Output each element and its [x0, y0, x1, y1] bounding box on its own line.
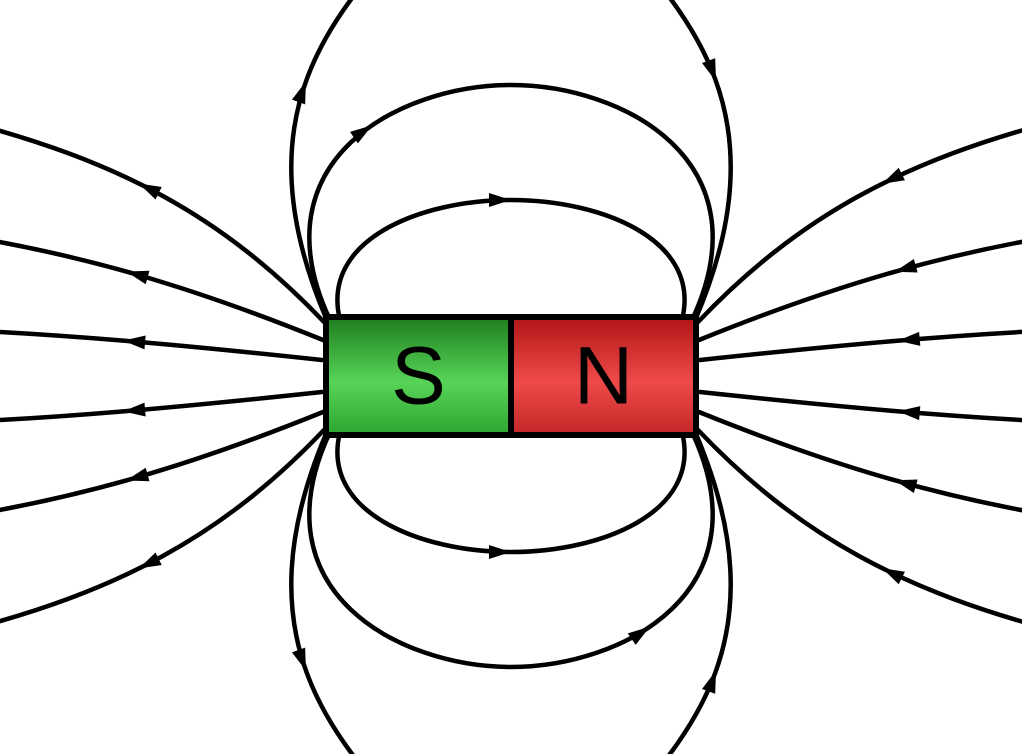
field-arrow [489, 545, 511, 559]
magnet-diagram: SN [0, 0, 1022, 754]
field-arrow [702, 58, 723, 83]
field-line-nt3 [700, 330, 1022, 360]
field-line-st1 [0, 120, 324, 322]
field-arrow [123, 334, 146, 350]
field-arrow [136, 177, 162, 199]
field-line-st2 [0, 235, 323, 340]
field-line-t3 [291, 0, 420, 318]
field-line-t2 [309, 85, 712, 320]
field-line-b1 [337, 432, 684, 552]
field-line-t3r [602, 0, 731, 318]
field-arrow [292, 79, 313, 104]
field-line-nb1 [698, 430, 1022, 632]
field-line-nb3 [700, 392, 1022, 422]
field-arrow [893, 259, 918, 278]
field-line-nb2 [699, 412, 1022, 517]
bar-magnet: SN [326, 317, 696, 435]
field-arrow [897, 332, 920, 348]
field-arrow [893, 473, 918, 492]
field-arrow [123, 403, 146, 419]
field-line-b3r [602, 434, 731, 754]
field-line-nt2 [699, 235, 1022, 340]
field-arrow [897, 404, 920, 420]
field-line-t1 [337, 200, 684, 320]
field-arrow [879, 168, 905, 190]
pole-label: N [574, 331, 633, 422]
field-arrow [879, 562, 905, 584]
field-line-b3 [291, 434, 420, 754]
field-line-b2 [309, 432, 712, 667]
field-arrow [136, 552, 162, 574]
field-arrow [124, 468, 149, 487]
field-arrow [124, 265, 149, 284]
field-line-nt1 [698, 120, 1022, 322]
field-line-st3 [0, 330, 322, 360]
field-arrow [489, 193, 511, 207]
field-line-sb3 [0, 392, 322, 422]
field-line-sb1 [0, 430, 324, 632]
pole-label: S [391, 331, 446, 422]
field-arrow [292, 648, 313, 673]
field-line-sb2 [0, 412, 323, 517]
field-arrow [702, 668, 723, 693]
